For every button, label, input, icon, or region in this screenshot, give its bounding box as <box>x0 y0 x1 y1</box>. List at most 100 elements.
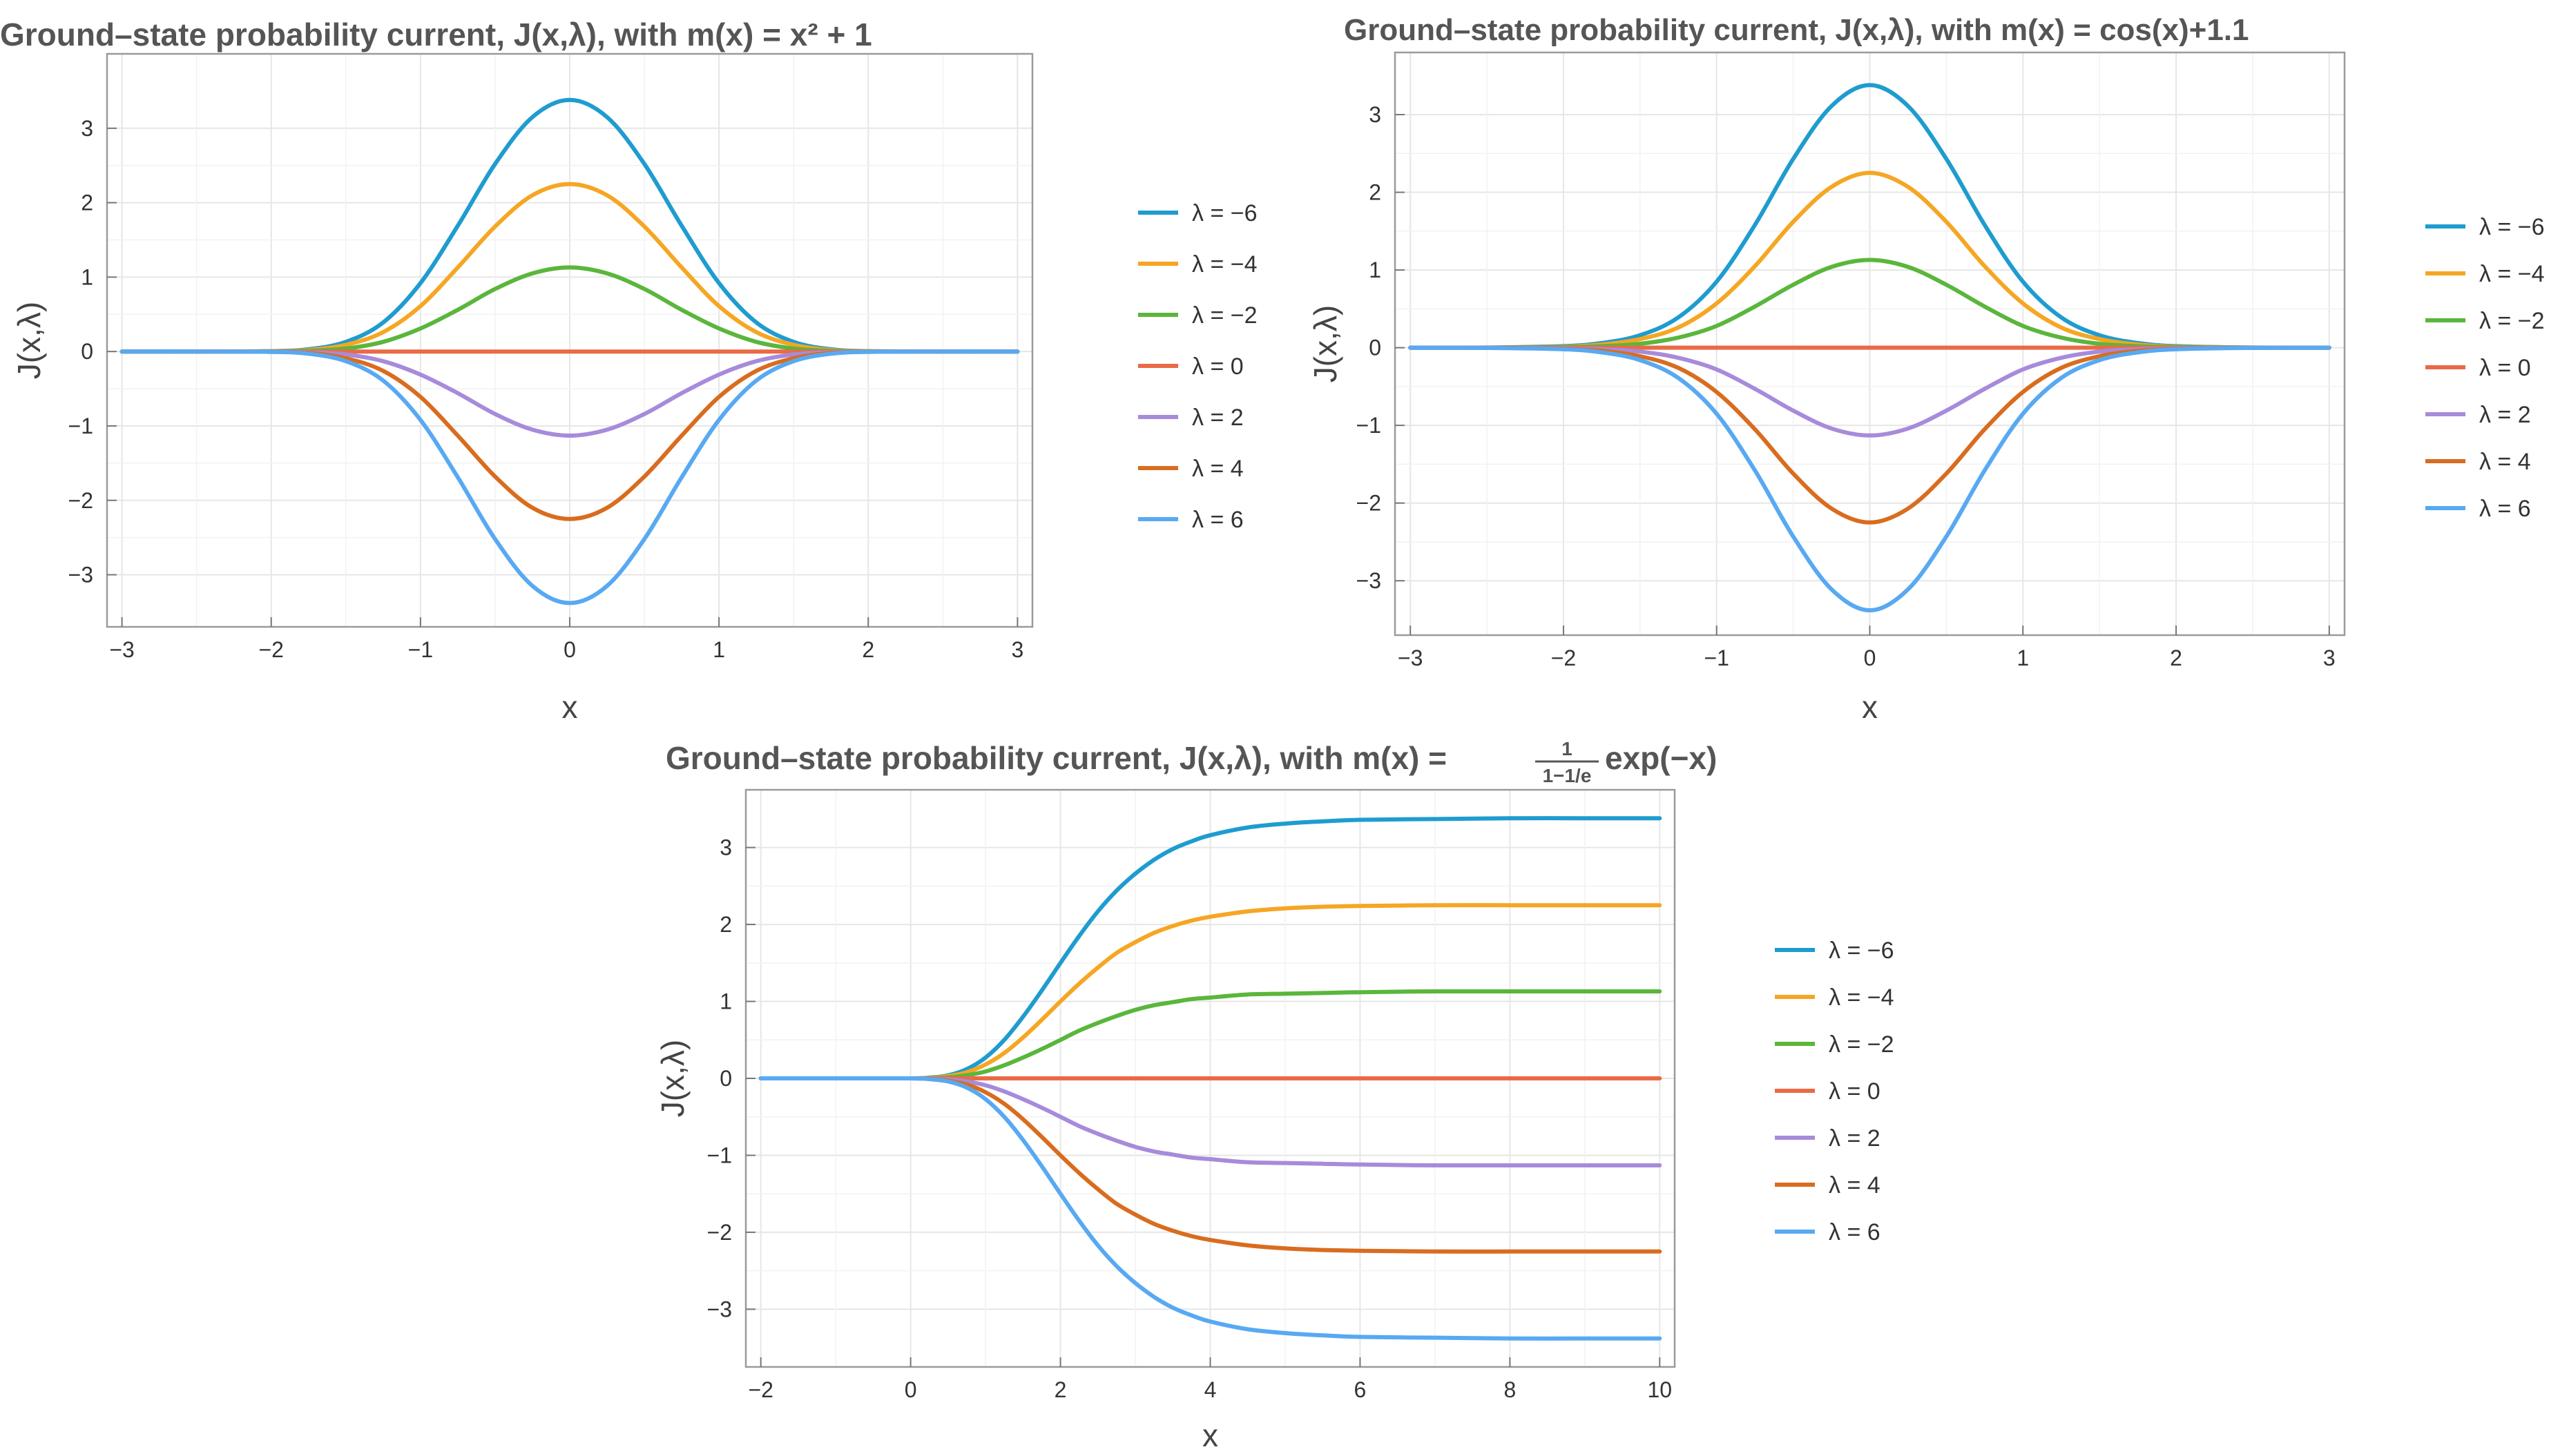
y-axis-label: J(x,λ) <box>1307 305 1343 382</box>
series-lines <box>1408 83 2331 612</box>
axis-ticks: −2 0 2 4 6 8 10 −3 −2 −1 0 1 2 3 <box>707 835 1673 1402</box>
chart-panel-cosine-mass: Ground–state probability current, J(x,λ)… <box>1307 13 2545 725</box>
legend-label: λ = −2 <box>2479 308 2545 334</box>
x-tick-label: −3 <box>1398 646 1423 670</box>
legend-item: λ = 4 <box>1138 456 1244 482</box>
legend-item: λ = −4 <box>2425 261 2545 287</box>
legend-label: λ = −6 <box>1829 938 1894 964</box>
legend-label: λ = 0 <box>1192 353 1244 380</box>
chart-panel-exponential-mass: Ground–state probability current, J(x,λ)… <box>655 738 1894 1453</box>
y-tick-label: 1 <box>81 264 93 289</box>
y-axis-label: J(x,λ) <box>11 302 47 379</box>
x-tick-label: 2 <box>862 637 874 662</box>
title-suffix: exp(−x) <box>1605 740 1717 776</box>
x-tick-label: 1 <box>2017 646 2029 670</box>
legend-item: λ = 4 <box>2425 449 2531 475</box>
x-tick-label: 10 <box>1648 1377 1673 1402</box>
legend-item: λ = 6 <box>1775 1219 1880 1245</box>
y-tick-label: 3 <box>81 116 93 141</box>
legend-item: λ = 2 <box>1138 405 1244 431</box>
y-tick-label: −3 <box>707 1297 732 1321</box>
legend-label: λ = −6 <box>2479 214 2545 240</box>
x-tick-label: 0 <box>1864 646 1876 670</box>
x-axis-label: x <box>1202 1417 1218 1453</box>
legend-item: λ = 0 <box>1138 353 1244 380</box>
legend: λ = −6 λ = −4 λ = −2 λ = 0 λ = 2 λ = 4 λ = 6 <box>1138 200 1258 533</box>
legend-label: λ = 4 <box>1829 1172 1880 1198</box>
chart-title: Ground–state probability current, J(x,λ)… <box>666 740 1447 776</box>
x-tick-label: 0 <box>905 1377 917 1402</box>
legend-label: λ = 4 <box>1192 456 1244 482</box>
y-tick-label: −2 <box>1356 491 1381 516</box>
y-tick-label: 2 <box>720 912 732 937</box>
legend-label: λ = 6 <box>1829 1219 1880 1245</box>
y-tick-label: −1 <box>1356 413 1381 438</box>
series-lines <box>119 97 1020 605</box>
y-tick-label: 1 <box>1369 258 1381 282</box>
y-tick-label: 0 <box>81 339 93 364</box>
y-tick-label: −3 <box>1356 568 1381 593</box>
legend-item: λ = −2 <box>1775 1031 1894 1058</box>
y-tick-label: 0 <box>1369 336 1381 360</box>
x-axis-label: x <box>562 689 578 725</box>
legend-label: λ = −2 <box>1829 1031 1894 1058</box>
legend-label: λ = 6 <box>2479 496 2531 522</box>
legend-item: λ = 0 <box>2425 355 2531 381</box>
y-tick-label: −2 <box>68 488 93 513</box>
y-tick-label: 1 <box>720 989 732 1014</box>
legend-label: λ = 4 <box>2479 449 2531 475</box>
legend-label: λ = −4 <box>1829 984 1894 1011</box>
x-tick-label: 2 <box>1055 1377 1067 1402</box>
x-tick-label: −2 <box>748 1377 773 1402</box>
legend-label: λ = −4 <box>2479 261 2545 287</box>
title-fraction-numerator: 1 <box>1561 738 1572 759</box>
legend-item: λ = −6 <box>1138 200 1258 226</box>
x-tick-label: −2 <box>258 637 283 662</box>
x-tick-label: −3 <box>109 637 134 662</box>
legend-label: λ = −2 <box>1192 302 1258 329</box>
x-tick-label: −1 <box>408 637 433 662</box>
x-tick-label: 8 <box>1503 1377 1516 1402</box>
x-tick-label: −2 <box>1551 646 1576 670</box>
y-tick-label: 3 <box>720 835 732 860</box>
y-tick-label: 3 <box>1369 102 1381 127</box>
y-tick-label: −2 <box>707 1220 732 1245</box>
x-tick-label: 2 <box>2170 646 2182 670</box>
axis-ticks: −3 −2 −1 0 1 2 3 −3 −2 −1 0 1 2 3 <box>68 116 1024 662</box>
legend-label: λ = 2 <box>2479 402 2531 428</box>
legend-item: λ = 6 <box>1138 507 1244 533</box>
x-tick-label: 3 <box>1011 637 1023 662</box>
legend-label: λ = 2 <box>1192 405 1244 431</box>
x-tick-label: 1 <box>713 637 725 662</box>
legend-item: λ = −2 <box>1138 302 1258 329</box>
legend-item: λ = −4 <box>1775 984 1894 1011</box>
legend-label: λ = 6 <box>1192 507 1244 533</box>
y-tick-label: 0 <box>720 1066 732 1091</box>
series-lines <box>758 816 1662 1341</box>
series-line-6 <box>758 1076 1662 1341</box>
legend-label: λ = 2 <box>1829 1125 1880 1152</box>
y-tick-label: 2 <box>1369 180 1381 205</box>
legend-item: λ = −6 <box>1775 938 1894 964</box>
legend: λ = −6 λ = −4 λ = −2 λ = 0 λ = 2 λ = 4 λ = 6 <box>1775 938 1894 1245</box>
chart-title: Ground–state probability current, J(x,λ)… <box>1344 13 2249 47</box>
series-line-6 <box>1408 345 2331 612</box>
legend-item: λ = 4 <box>1775 1172 1880 1198</box>
legend-label: λ = 0 <box>1829 1078 1880 1105</box>
x-axis-label: x <box>1862 689 1878 725</box>
legend-label: λ = −6 <box>1192 200 1258 226</box>
legend-item: λ = 2 <box>2425 402 2531 428</box>
legend-label: λ = −4 <box>1192 251 1258 278</box>
x-tick-label: 3 <box>2323 646 2336 670</box>
x-tick-label: −1 <box>1704 646 1729 670</box>
x-tick-label: 6 <box>1354 1377 1367 1402</box>
x-tick-label: 4 <box>1204 1377 1217 1402</box>
legend-item: λ = 2 <box>1775 1125 1880 1152</box>
legend-item: λ = 0 <box>1775 1078 1880 1105</box>
legend-item: λ = −4 <box>1138 251 1258 278</box>
legend-item: λ = 6 <box>2425 496 2531 522</box>
y-tick-label: 2 <box>81 191 93 215</box>
legend-item: λ = −6 <box>2425 214 2545 240</box>
